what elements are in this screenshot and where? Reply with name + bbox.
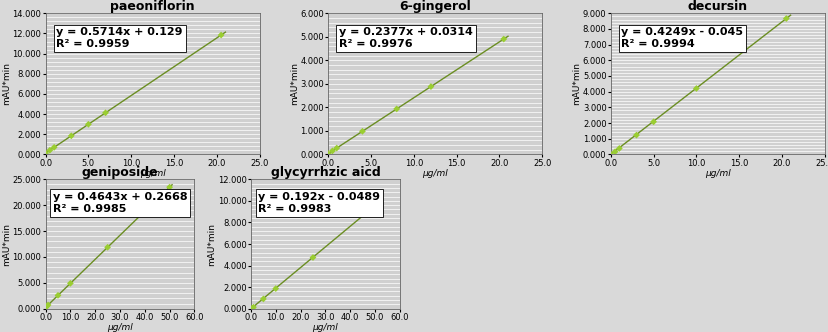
- Point: [82, 122, 95, 127]
- Title: paeoniflorin: paeoniflorin: [110, 0, 195, 13]
- X-axis label: μg/ml: μg/ml: [704, 169, 729, 178]
- Point: [65, 133, 78, 138]
- Point: [269, 286, 282, 291]
- X-axis label: μg/ml: μg/ml: [140, 169, 166, 178]
- X-axis label: μg/ml: μg/ml: [312, 323, 338, 332]
- Point: [163, 185, 176, 190]
- Y-axis label: mAU*min: mAU*min: [290, 62, 299, 105]
- Point: [424, 84, 437, 89]
- Point: [306, 255, 320, 260]
- Point: [64, 281, 77, 286]
- Point: [99, 110, 112, 116]
- Text: y = 0.5714x + 0.129
R² = 0.9959: y = 0.5714x + 0.129 R² = 0.9959: [56, 28, 183, 49]
- Text: y = 0.192x - 0.0489
R² = 0.9983: y = 0.192x - 0.0489 R² = 0.9983: [258, 192, 380, 214]
- Point: [47, 145, 60, 150]
- Y-axis label: mAU*min: mAU*min: [2, 62, 11, 105]
- Point: [629, 132, 643, 138]
- Text: y = 0.4643x + 0.2668
R² = 0.9985: y = 0.4643x + 0.2668 R² = 0.9985: [53, 192, 187, 214]
- Point: [40, 303, 53, 309]
- Text: y = 0.4249x - 0.045
R² = 0.9994: y = 0.4249x - 0.045 R² = 0.9994: [621, 28, 743, 49]
- Point: [604, 152, 617, 157]
- Point: [41, 302, 55, 308]
- Text: y = 0.2377x + 0.0314
R² = 0.9976: y = 0.2377x + 0.0314 R² = 0.9976: [339, 28, 472, 49]
- Point: [390, 106, 403, 112]
- X-axis label: μg/ml: μg/ml: [421, 169, 448, 178]
- Point: [689, 86, 702, 91]
- Title: glycyrrhzic aicd: glycyrrhzic aicd: [270, 166, 380, 179]
- Title: decursin: decursin: [687, 0, 747, 13]
- Point: [646, 119, 659, 124]
- Point: [612, 146, 625, 151]
- Point: [330, 145, 343, 151]
- Y-axis label: mAU*min: mAU*min: [2, 222, 11, 266]
- Point: [214, 32, 228, 38]
- Point: [245, 305, 258, 311]
- Y-axis label: mAU*min: mAU*min: [207, 222, 216, 266]
- Point: [257, 296, 270, 301]
- Point: [779, 16, 792, 21]
- Point: [608, 149, 621, 154]
- Y-axis label: mAU*min: mAU*min: [572, 62, 580, 105]
- Point: [355, 128, 368, 134]
- X-axis label: μg/ml: μg/ml: [107, 323, 132, 332]
- Point: [51, 293, 65, 298]
- Point: [39, 305, 52, 310]
- Point: [497, 37, 510, 42]
- Point: [244, 306, 258, 311]
- Title: 6-gingerol: 6-gingerol: [399, 0, 470, 13]
- Title: geniposide: geniposide: [82, 166, 158, 179]
- Point: [43, 147, 56, 153]
- Point: [321, 151, 335, 156]
- Point: [247, 304, 260, 310]
- Point: [325, 148, 339, 153]
- Point: [101, 245, 114, 250]
- Point: [39, 150, 52, 156]
- Point: [368, 203, 381, 208]
